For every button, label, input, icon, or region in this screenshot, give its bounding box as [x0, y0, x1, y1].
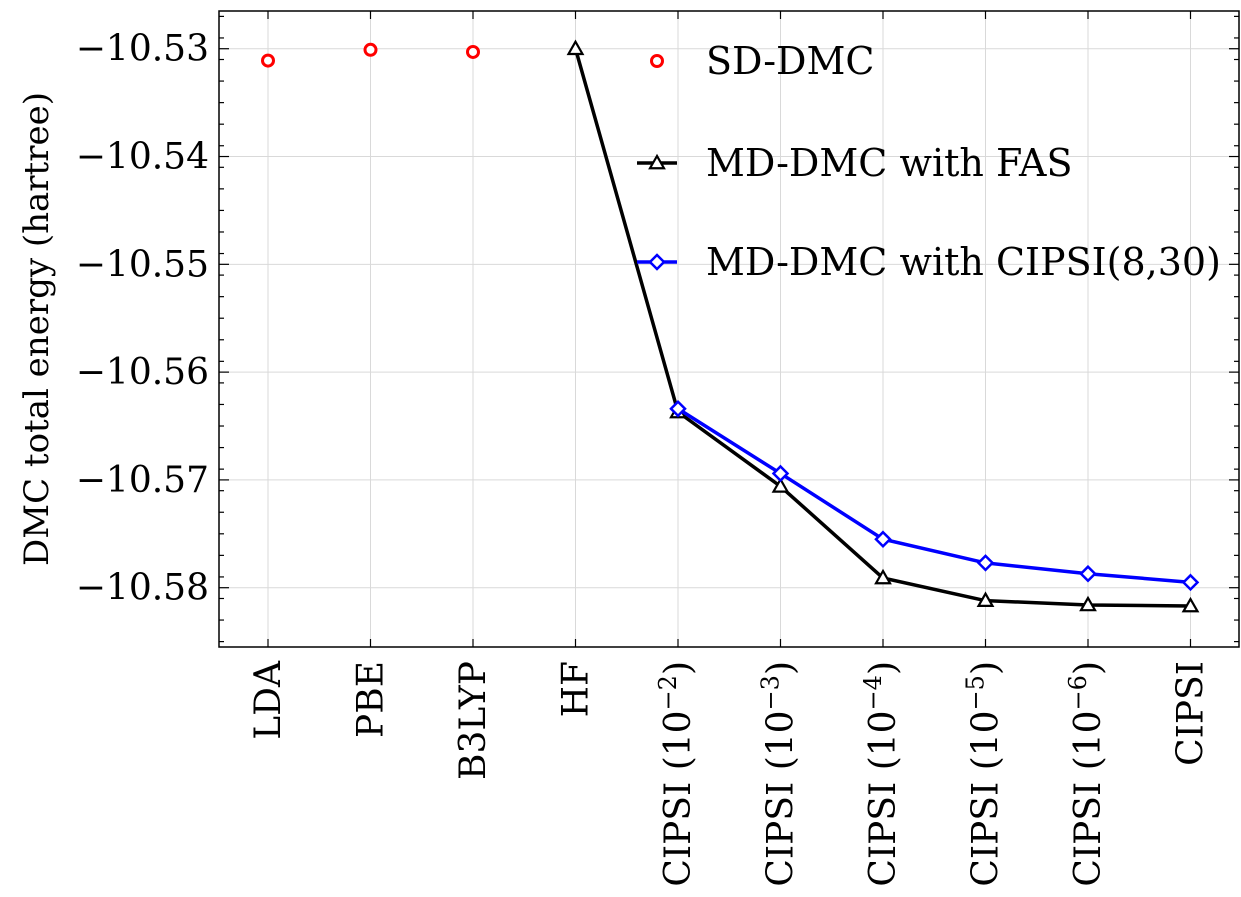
y-tick-label: −10.56 — [76, 352, 209, 393]
data-point — [1079, 564, 1097, 583]
data-point — [1079, 595, 1097, 612]
data-point — [874, 568, 892, 585]
x-tick-label: CIPSI (10−2) — [654, 661, 699, 887]
series-line — [677, 407, 1191, 585]
plot-frame — [218, 10, 1240, 648]
y-tick-label: −10.53 — [76, 29, 209, 70]
series-2 — [669, 400, 1200, 592]
data-point — [261, 53, 275, 68]
data-point — [771, 464, 790, 483]
y-tick-label: −10.54 — [76, 137, 209, 178]
legend-label: MD-DMC with FAS — [706, 141, 1073, 185]
legend-marker — [648, 153, 666, 170]
legend-marker — [648, 253, 666, 271]
x-tick-label: CIPSI (10−3) — [757, 661, 802, 887]
legend-label: MD-DMC with CIPSI(8,30) — [706, 240, 1221, 284]
data-point — [771, 477, 790, 493]
x-tick-label: CIPSI — [1171, 661, 1212, 766]
legend-label: SD-DMC — [706, 39, 875, 83]
y-tick-label: −10.57 — [76, 460, 209, 501]
data-point — [363, 42, 378, 57]
data-point — [874, 530, 892, 548]
grid-layer — [219, 11, 1239, 647]
y-tick-label: −10.55 — [76, 244, 209, 285]
y-tick-label: −10.58 — [76, 568, 209, 609]
data-point — [1181, 596, 1200, 613]
series-layer — [261, 39, 1200, 613]
x-tick-label: B3LYP — [453, 661, 494, 780]
legend-marker — [650, 54, 664, 68]
x-tick-label: CIPSI (10−6) — [1064, 661, 1109, 887]
data-point — [566, 39, 585, 56]
tick-layer: LDA PBE B3LYP HF CIPSI (10−2) CIPSI (10−3) CIP… — [76, 11, 1239, 887]
x-tick-label: LDA — [248, 660, 289, 740]
data-point — [669, 400, 687, 418]
data-point — [976, 554, 995, 572]
data-point — [1181, 573, 1200, 592]
y-axis-label: DMC total energy (hartree) — [17, 92, 57, 566]
x-tick-label: CIPSI (10−5) — [962, 661, 1007, 887]
data-point — [976, 591, 995, 607]
x-tick-label: HF — [556, 661, 597, 717]
data-point — [466, 44, 480, 59]
x-tick-label: CIPSI (10−4) — [859, 661, 904, 887]
x-tick-label: PBE — [351, 661, 392, 738]
legend: SD-DMC MD-DMC with FAS MD-DMC with CIPSI(8… — [637, 39, 1221, 284]
series-0 — [261, 42, 480, 68]
